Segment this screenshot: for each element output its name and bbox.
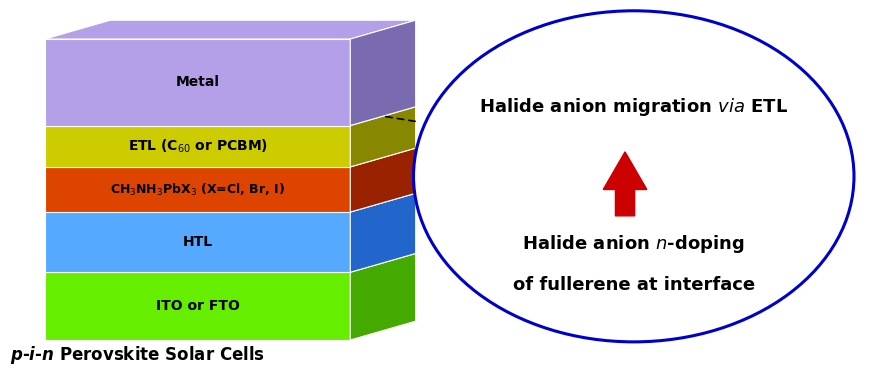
Polygon shape	[45, 148, 416, 167]
Polygon shape	[45, 212, 350, 272]
Polygon shape	[350, 148, 416, 212]
Polygon shape	[45, 272, 350, 340]
Polygon shape	[45, 125, 350, 167]
Polygon shape	[350, 254, 416, 340]
FancyArrow shape	[603, 152, 647, 216]
Text: HTL: HTL	[183, 235, 213, 249]
Polygon shape	[45, 167, 350, 212]
Text: $\bfit{p}$-$\bfit{i}$-$\bfit{n}$ Perovskite Solar Cells: $\bfit{p}$-$\bfit{i}$-$\bfit{n}$ Perovsk…	[10, 345, 265, 366]
Polygon shape	[45, 20, 416, 39]
Polygon shape	[45, 107, 416, 125]
Polygon shape	[350, 193, 416, 272]
Polygon shape	[45, 254, 416, 272]
Text: ETL (C$_{60}$ or PCBM): ETL (C$_{60}$ or PCBM)	[128, 138, 268, 155]
Text: Halide anion $\it{n}$-doping: Halide anion $\it{n}$-doping	[522, 233, 746, 255]
Polygon shape	[45, 39, 350, 125]
Polygon shape	[350, 107, 416, 167]
Text: Halide anion migration $\it{via}$ ETL: Halide anion migration $\it{via}$ ETL	[480, 96, 788, 118]
Text: CH$_3$NH$_3$PbX$_3$ (X=Cl, Br, I): CH$_3$NH$_3$PbX$_3$ (X=Cl, Br, I)	[110, 182, 285, 197]
Ellipse shape	[414, 11, 854, 342]
Text: of fullerene at interface: of fullerene at interface	[513, 276, 755, 294]
Text: ITO or FTO: ITO or FTO	[156, 299, 240, 313]
Polygon shape	[45, 193, 416, 212]
Text: Metal: Metal	[176, 75, 220, 89]
Polygon shape	[350, 20, 416, 125]
